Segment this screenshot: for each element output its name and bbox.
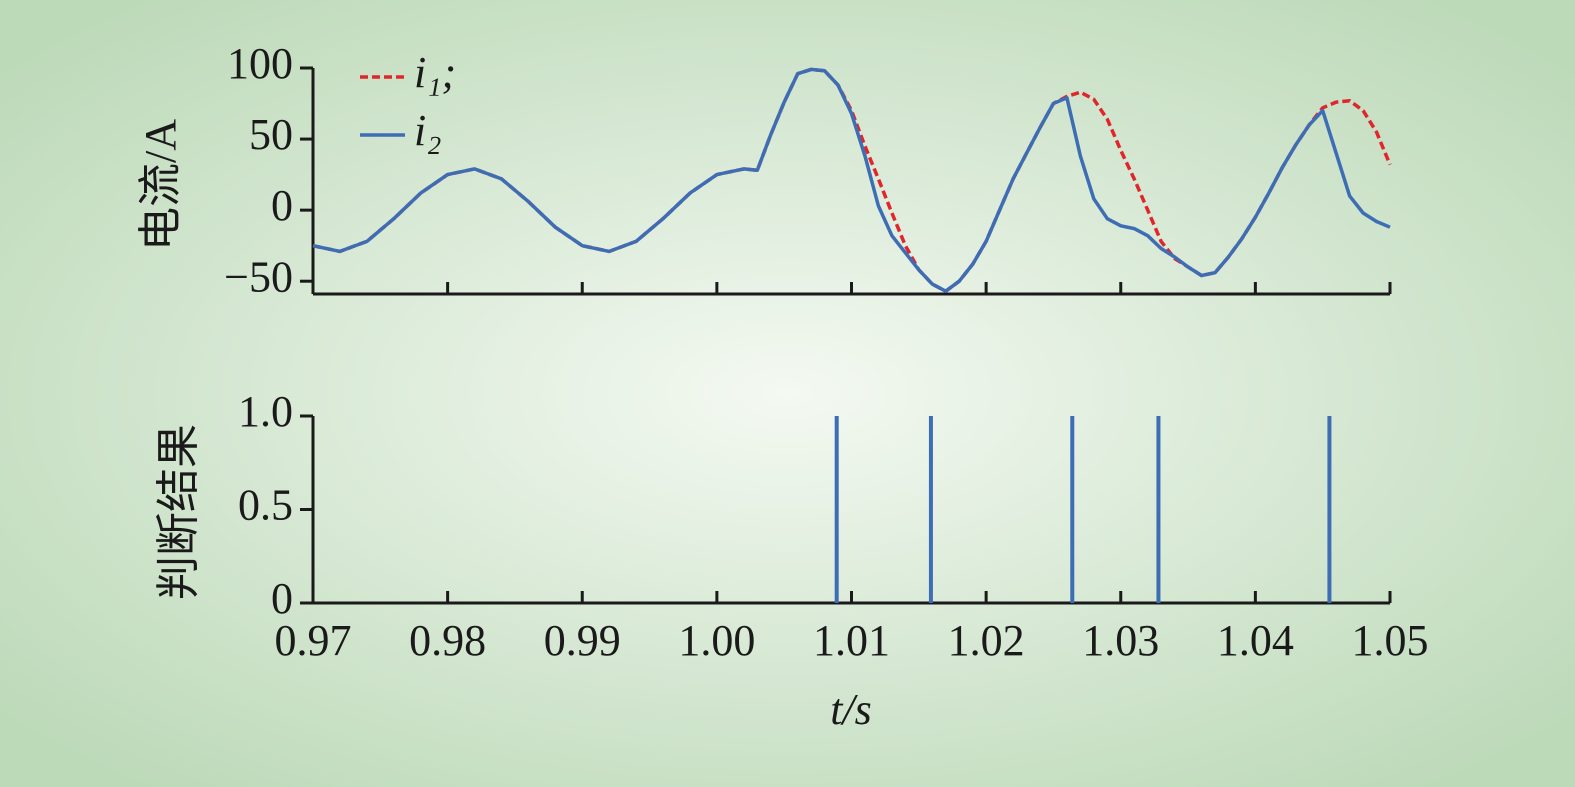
x-tick-label: 1.05 xyxy=(1352,616,1429,665)
spike xyxy=(1156,416,1161,603)
spike xyxy=(1070,416,1075,603)
x-tick-label: 1.01 xyxy=(813,616,890,665)
y-axis-label: 判断结果 xyxy=(154,424,203,600)
x-axis-label: t/s xyxy=(830,685,872,734)
y-tick-label: 50 xyxy=(249,110,293,159)
legend-label: i₂ xyxy=(414,106,442,155)
y-tick-label: 1.0 xyxy=(238,387,293,436)
spike xyxy=(834,416,839,603)
line-series xyxy=(312,67,1391,293)
x-tick-label: 1.03 xyxy=(1082,616,1159,665)
y-tick-label: −50 xyxy=(224,252,293,301)
y-tick-label: 100 xyxy=(227,39,293,88)
y-axis-label: 电流/A xyxy=(136,119,185,251)
y-tick-label: 0 xyxy=(271,181,293,230)
x-tick-label: 0.98 xyxy=(409,616,486,665)
legend-label: i₁; xyxy=(414,48,456,97)
spike xyxy=(1327,416,1332,603)
x-tick-label: 0.97 xyxy=(275,616,352,665)
spike xyxy=(928,416,933,603)
y-tick-label: 0.5 xyxy=(238,481,293,530)
x-tick-label: 1.00 xyxy=(678,616,755,665)
y-tick-label: 0 xyxy=(271,574,293,623)
x-tick-label: 1.02 xyxy=(948,616,1025,665)
x-tick-label: 0.99 xyxy=(544,616,621,665)
x-tick-label: 1.04 xyxy=(1217,616,1294,665)
